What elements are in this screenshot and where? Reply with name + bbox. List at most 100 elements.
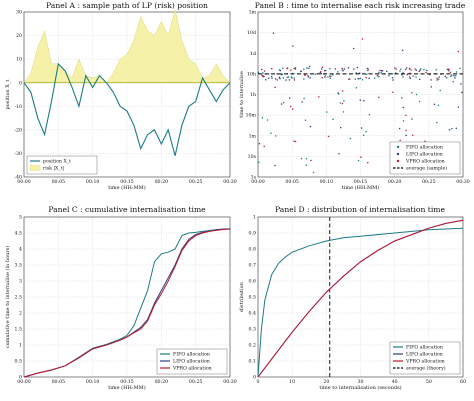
legend-label: VPRO allocation [172, 366, 212, 372]
scatter-point [392, 91, 394, 93]
scatter-point [271, 67, 273, 70]
y-tick-label: 0.3 [249, 327, 256, 333]
scatter-point [450, 74, 453, 76]
scatter-point [270, 132, 272, 134]
scatter-point [338, 152, 340, 155]
scatter-point [363, 100, 365, 102]
scatter-point [294, 140, 297, 143]
scatter-point [293, 79, 296, 81]
scatter-point [436, 121, 438, 124]
y-tick-label: 1d [250, 51, 256, 57]
scatter-point [437, 78, 440, 80]
y-tick-label: 0.8 [249, 247, 256, 253]
scatter-point [324, 75, 327, 77]
scatter-point [300, 70, 302, 73]
plot-frame [23, 216, 231, 378]
scatter-point [355, 72, 358, 74]
scatter-point [418, 100, 421, 103]
scatter-point [414, 68, 416, 70]
scatter-point [332, 118, 334, 120]
scatter-point [347, 67, 350, 69]
scatter-point [282, 77, 285, 79]
scatter-point [438, 76, 440, 78]
scatter-point [314, 73, 316, 76]
x-tick-label: 00:05 [52, 379, 66, 385]
x-tick-label: 00:05 [285, 179, 299, 185]
scatter-point [360, 127, 363, 129]
scatter-point [279, 69, 282, 72]
scatter-point [359, 77, 362, 80]
scatter-point [319, 71, 322, 73]
legend-label: LIFO allocation [406, 152, 443, 158]
scatter-point [339, 126, 342, 129]
scatter-point [433, 103, 436, 105]
scatter-point [392, 79, 394, 81]
scatter-point [323, 69, 326, 72]
scatter-point [399, 139, 401, 142]
scatter-point [280, 103, 283, 105]
scatter-point [367, 69, 369, 72]
scatter-point [365, 130, 367, 133]
scatter-point [455, 127, 457, 130]
y-tick-label: 3.5 [15, 263, 22, 269]
scatter-point [448, 128, 451, 131]
x-tick-label: 0 [257, 379, 260, 385]
scatter-point [301, 101, 303, 103]
x-tick-label: 30 [358, 379, 364, 385]
legend-label: risk |X_t| [43, 166, 64, 172]
scatter-point [455, 71, 458, 73]
scatter-point [329, 77, 332, 80]
scatter-point [400, 68, 402, 70]
y-tick-label: -40 [14, 175, 22, 181]
y-tick-label: 0.9 [249, 231, 256, 237]
scatter-point [357, 159, 360, 162]
scatter-point [307, 76, 310, 78]
scatter-point [262, 72, 264, 74]
scatter-point [435, 69, 438, 71]
scatter-point [380, 71, 382, 74]
x-tick-label: 40 [392, 379, 398, 385]
scatter-point [410, 69, 412, 71]
y-tick-label: 5 [19, 215, 22, 221]
y-tick-label: 0.7 [249, 263, 256, 269]
scatter-point [263, 70, 266, 72]
scatter-point [310, 159, 312, 162]
scatter-point [318, 96, 320, 98]
panel-d: Panel D : distribution of internalisatio… [239, 205, 466, 391]
scatter-point [306, 67, 308, 69]
legend-label: LIFO allocation [406, 352, 443, 358]
scatter-point [282, 67, 284, 69]
y-tick-label: 30 [16, 10, 22, 16]
y-tick-label: 0.4 [249, 311, 256, 317]
plot-frame [257, 216, 464, 378]
scatter-point [293, 140, 295, 142]
y-tick-label: 2 [19, 311, 22, 317]
scatter-point [353, 68, 355, 70]
x-tick-label: 00:15 [120, 179, 134, 185]
scatter-point [262, 75, 264, 78]
y-tick-label: 10m [246, 113, 257, 119]
scatter-point [288, 97, 291, 99]
legend-label: VPRO allocation [405, 159, 445, 165]
x-tick-label: 00:15 [354, 179, 368, 185]
scatter-point [356, 66, 359, 69]
scatter-point [303, 97, 305, 100]
legend-label: average (theory) [406, 365, 446, 372]
scatter-point [367, 161, 369, 164]
y-axis-label: time to internalise [239, 71, 245, 118]
y-tick-label: 1.5 [15, 327, 22, 333]
scatter-point [272, 32, 275, 34]
y-tick-label: 10h [247, 71, 256, 77]
legend-label: LIFO allocation [173, 359, 210, 365]
scatter-point [395, 68, 397, 70]
scatter-point [459, 67, 461, 70]
scatter-point [405, 67, 408, 69]
scatter-point [358, 77, 360, 80]
scatter-point [392, 73, 394, 75]
legend-swatch [396, 159, 400, 163]
x-tick-label: 00:20 [388, 179, 402, 185]
plot-frame [257, 11, 464, 178]
scatter-point [430, 79, 432, 81]
scatter-point [445, 77, 448, 79]
